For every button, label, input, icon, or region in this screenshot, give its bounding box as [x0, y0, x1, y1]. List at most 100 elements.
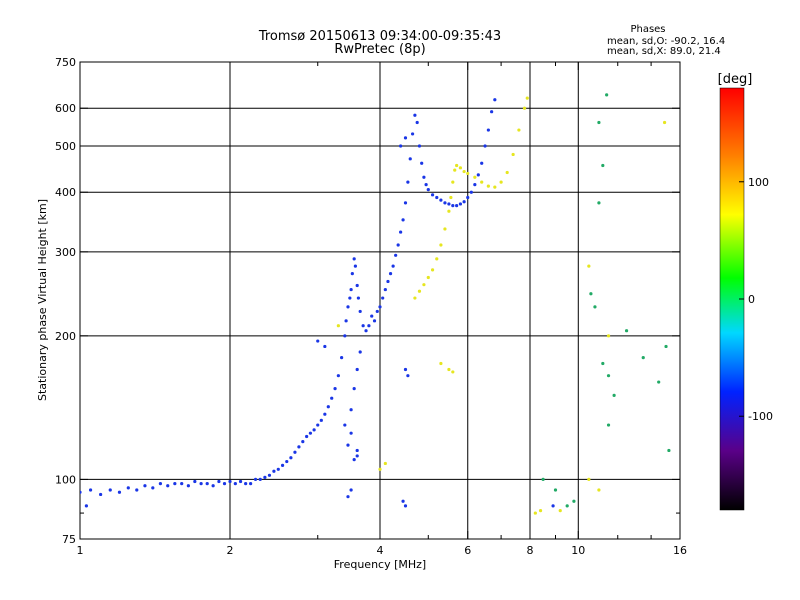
data-point — [344, 319, 348, 323]
data-point — [222, 481, 227, 486]
data-point — [447, 209, 451, 213]
data-point — [447, 202, 451, 206]
data-point — [606, 374, 611, 378]
data-point — [375, 309, 379, 314]
data-point — [439, 198, 443, 202]
data-point — [391, 264, 395, 268]
data-point — [180, 481, 184, 486]
data-point — [205, 481, 209, 486]
data-point — [326, 405, 330, 409]
y-tick-label: 100 — [55, 473, 76, 486]
data-point — [401, 218, 405, 222]
data-point — [293, 450, 297, 454]
data-point — [272, 469, 276, 473]
data-point — [451, 180, 455, 184]
data-point — [410, 132, 415, 136]
data-point — [426, 188, 430, 192]
data-point — [285, 459, 289, 464]
data-point — [606, 334, 611, 338]
data-point — [349, 408, 353, 412]
y-tick-label: 300 — [55, 246, 76, 259]
data-point — [352, 257, 356, 261]
data-point — [597, 120, 601, 125]
y-axis-label: Stationary phase Virtual Height [km] — [36, 199, 49, 401]
data-point — [353, 264, 357, 268]
data-point — [126, 486, 130, 490]
data-point — [280, 463, 285, 467]
data-point — [355, 283, 359, 288]
data-point — [451, 370, 455, 374]
data-point — [533, 511, 537, 515]
data-point — [597, 488, 601, 492]
data-point — [403, 367, 408, 372]
data-point — [443, 201, 447, 205]
data-point — [267, 473, 272, 477]
data-point — [662, 120, 667, 125]
data-point — [565, 504, 569, 508]
colorbar-tick-label: 0 — [748, 293, 755, 306]
chart-subtitle: RwPretec (8p) — [334, 42, 425, 57]
x-tick-label: 6 — [464, 544, 471, 557]
data-point — [355, 454, 359, 458]
data-point — [447, 367, 451, 372]
data-point — [364, 329, 368, 333]
data-point — [558, 509, 562, 513]
data-point — [493, 185, 497, 189]
data-point — [378, 467, 382, 471]
colorbar-ticks: 100 0 -100 — [739, 176, 773, 423]
data-point — [99, 492, 103, 497]
data-point — [499, 180, 503, 184]
data-point — [439, 243, 443, 247]
data-point — [323, 412, 327, 416]
x-tick-label: 8 — [527, 544, 534, 557]
data-point — [108, 488, 112, 492]
data-point — [466, 171, 470, 176]
data-point — [396, 243, 400, 247]
data-point — [587, 264, 591, 268]
data-point — [606, 423, 611, 427]
data-point — [641, 356, 645, 360]
data-point — [453, 168, 457, 172]
data-point — [430, 268, 435, 272]
data-point — [249, 481, 253, 486]
data-point — [346, 305, 350, 309]
data-point — [258, 477, 262, 482]
chart-title: Tromsø 20150613 09:34:00-09:35:43 — [258, 29, 501, 44]
data-point — [349, 488, 353, 492]
data-point — [349, 287, 353, 292]
data-point — [455, 203, 459, 208]
colorbar-tick-label: 100 — [748, 176, 769, 189]
data-point — [238, 479, 243, 484]
data-point — [417, 289, 422, 293]
data-point — [664, 344, 668, 349]
data-point — [415, 120, 419, 125]
data-point — [312, 428, 316, 432]
data-point — [462, 200, 466, 204]
data-point — [458, 202, 463, 206]
data-point — [336, 324, 340, 328]
data-point — [367, 324, 371, 328]
data-point — [346, 495, 350, 499]
data-point — [333, 387, 337, 391]
data-point — [473, 182, 477, 187]
x-tick-label: 1 — [77, 544, 84, 557]
data-point — [305, 434, 309, 439]
data-point — [399, 230, 403, 234]
data-point — [88, 488, 93, 492]
data-point — [455, 163, 459, 168]
data-point — [350, 272, 354, 276]
x-tick-label: 16 — [673, 544, 687, 557]
data-point — [462, 169, 466, 174]
data-point — [480, 180, 484, 184]
data-point — [319, 418, 323, 422]
data-point — [135, 488, 139, 492]
data-point — [355, 367, 359, 372]
data-point — [589, 292, 593, 296]
data-point — [422, 175, 426, 179]
data-point — [84, 504, 88, 508]
data-point — [597, 201, 601, 205]
data-point — [522, 106, 527, 110]
data-point — [624, 329, 629, 333]
data-point — [348, 296, 352, 300]
data-point — [158, 481, 163, 486]
